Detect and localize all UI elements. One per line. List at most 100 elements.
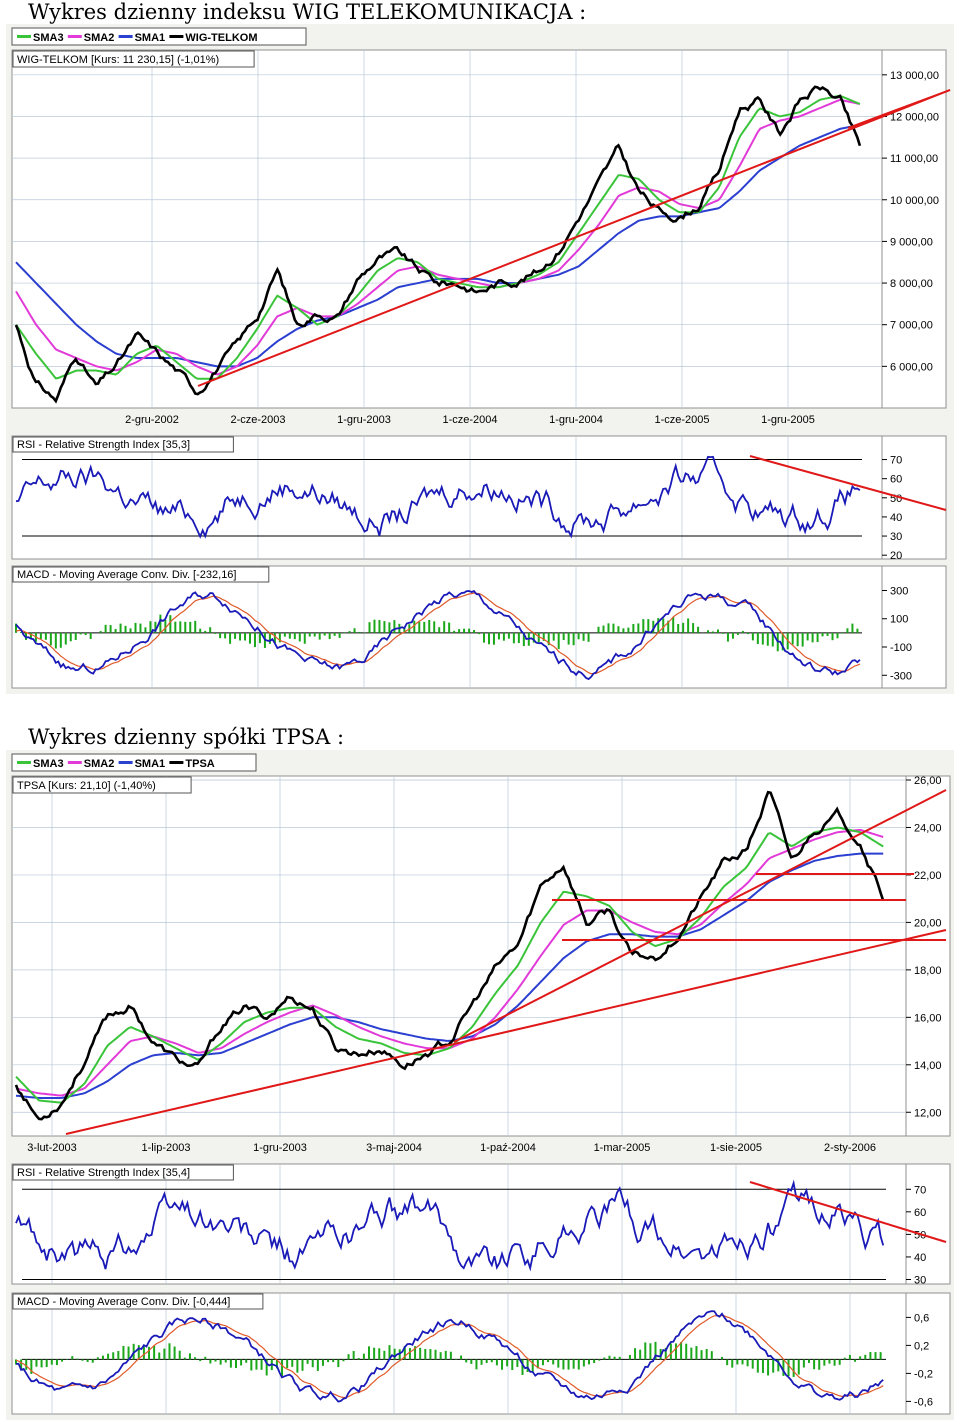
x-tick-label: 1-gru-2005: [761, 414, 815, 426]
x-tick-label: 1-mar-2005: [594, 1142, 651, 1154]
macd-line: [15, 1310, 884, 1403]
macd-panel: [11, 565, 883, 689]
x-tick-label: 3-maj-2004: [366, 1142, 422, 1154]
legend: SMA3 SMA2 SMA1 WIG-TELKOM: [11, 27, 307, 46]
macd-signal-line: [15, 1314, 884, 1399]
x-tick-label: 2-sty-2006: [824, 1142, 876, 1154]
x-tick-label: 1-lip-2003: [142, 1142, 191, 1154]
macd-tick-label: -0,6: [914, 1396, 933, 1408]
y-tick-label: 9 000,00: [890, 236, 933, 248]
x-tick-label: 1-gru-2004: [549, 414, 603, 426]
legend-item: SMA3: [33, 32, 64, 44]
tpsa-chart-svg: SMA3 SMA2 SMA1 TPSA 26,00 24,00 22,00 20,00 18,0…: [11, 753, 951, 1415]
legend-item: WIG-TELKOM: [185, 32, 257, 44]
rsi-trendline: [749, 1181, 947, 1243]
y-tick-label: 7 000,00: [890, 320, 933, 332]
macd-tick-label: 300: [890, 585, 908, 597]
price-panel: [11, 775, 907, 1137]
y-tick-label: 20,00: [914, 917, 942, 929]
trendline: [847, 89, 951, 129]
rsi-tick-label: 30: [914, 1274, 926, 1286]
macd-label-box: [12, 1293, 264, 1310]
legend-item: SMA1: [135, 32, 166, 44]
macd-tick-label: -300: [890, 670, 912, 682]
trendline: [197, 89, 951, 387]
rsi-panel: [11, 1163, 907, 1285]
rsi-tick-label: 30: [890, 531, 902, 543]
rsi-label: RSI - Relative Strength Index [35,4]: [17, 1167, 190, 1179]
price-label: WIG-TELKOM [Kurs: 11 230,15] (-1,01%): [17, 54, 219, 66]
rsi-label-box: [12, 436, 234, 453]
x-tick-label: 3-lut-2003: [27, 1142, 77, 1154]
rsi-tick-label: 60: [914, 1207, 926, 1219]
axis-panel: [905, 775, 951, 1137]
macd-label-box: [12, 566, 270, 583]
legend-item: SMA1: [135, 758, 166, 770]
legend-item: SMA2: [84, 32, 115, 44]
rsi-tick-label: 40: [914, 1252, 926, 1264]
y-tick-label: 12,00: [914, 1107, 942, 1119]
price-label-box: [12, 776, 192, 794]
legend-box: [11, 27, 307, 46]
y-tick-label: 16,00: [914, 1012, 942, 1024]
tpsa-chart-heading: Wykres dzienny spółki TPSA :: [28, 725, 345, 749]
x-tick-label: 1-sie-2005: [710, 1142, 762, 1154]
macd-tick-label: 0,6: [914, 1312, 929, 1324]
y-tick-label: 11 000,00: [890, 153, 938, 165]
y-tick-label: 18,00: [914, 965, 942, 977]
y-tick-label: 10 000,00: [890, 195, 939, 207]
legend-item: SMA2: [84, 758, 115, 770]
rsi-trendline: [749, 455, 947, 511]
macd-label: MACD - Moving Average Conv. Div. [-232,1…: [17, 569, 236, 581]
rsi-label: RSI - Relative Strength Index [35,3]: [17, 439, 190, 451]
y-tick-label: 6 000,00: [890, 361, 933, 373]
price-line: [14, 790, 885, 1121]
x-tick-label: 2-gru-2002: [125, 414, 179, 426]
trendline: [453, 789, 947, 1043]
trendline: [65, 929, 947, 1135]
y-tick-label: 14,00: [914, 1060, 942, 1072]
axis-panel: [905, 1163, 951, 1285]
macd-tick-label: 100: [890, 614, 908, 626]
rsi-tick-label: 20: [890, 550, 902, 562]
sma3-line: [15, 94, 861, 380]
tpsa-chart-block: SMA3 SMA2 SMA1 TPSA 26,00 24,00 22,00 20,00 18,0…: [6, 750, 954, 1420]
axis-panel: [905, 1292, 951, 1415]
rsi-tick-label: 70: [914, 1184, 926, 1196]
wig-chart-svg: SMA3 SMA2 SMA1 WIG-TELKOM 13 000,00 12 000,00…: [11, 27, 951, 689]
legend: SMA3 SMA2 SMA1 TPSA: [11, 753, 257, 772]
x-tick-label: 1-gru-2003: [253, 1142, 307, 1154]
y-tick-label: 12 000,00: [890, 111, 939, 123]
macd-tick-label: -100: [890, 642, 912, 654]
legend-box: [11, 753, 257, 772]
macd-tick-label: 0,2: [914, 1340, 929, 1352]
rsi-line: [15, 455, 861, 539]
axis-panel: [881, 49, 947, 409]
price-line: [14, 85, 862, 404]
rsi-tick-label: 60: [890, 474, 902, 486]
y-tick-label: 13 000,00: [890, 70, 939, 82]
y-tick-label: 8 000,00: [890, 278, 933, 290]
x-tick-label: 1-cze-2004: [442, 414, 497, 426]
price-label: TPSA [Kurs: 21,10] (-1,40%): [17, 780, 156, 792]
y-tick-label: 22,00: [914, 870, 942, 882]
price-label-box: [12, 50, 255, 68]
wig-chart-block: SMA3 SMA2 SMA1 WIG-TELKOM 13 000,00 12 000,00…: [6, 24, 954, 694]
macd-tick-label: -0,2: [914, 1368, 933, 1380]
rsi-tick-label: 40: [890, 512, 902, 524]
rsi-tick-label: 70: [890, 455, 902, 467]
wig-chart-heading: Wykres dzienny indeksu WIG TELEKOMUNIKAC…: [28, 0, 587, 24]
x-tick-label: 2-cze-2003: [230, 414, 285, 426]
macd-line: [15, 590, 861, 681]
rsi-label-box: [12, 1164, 234, 1181]
x-tick-label: 1-paź-2004: [480, 1142, 536, 1154]
sma1-line: [15, 852, 884, 1099]
rsi-panel: [11, 435, 883, 560]
axis-panel: [881, 565, 947, 689]
sma3-line: [15, 826, 884, 1104]
y-tick-label: 26,00: [914, 775, 942, 787]
macd-label: MACD - Moving Average Conv. Div. [-0,444…: [17, 1296, 230, 1308]
axis-panel: [881, 435, 947, 560]
y-tick-label: 24,00: [914, 822, 942, 834]
x-tick-label: 1-cze-2005: [654, 414, 709, 426]
